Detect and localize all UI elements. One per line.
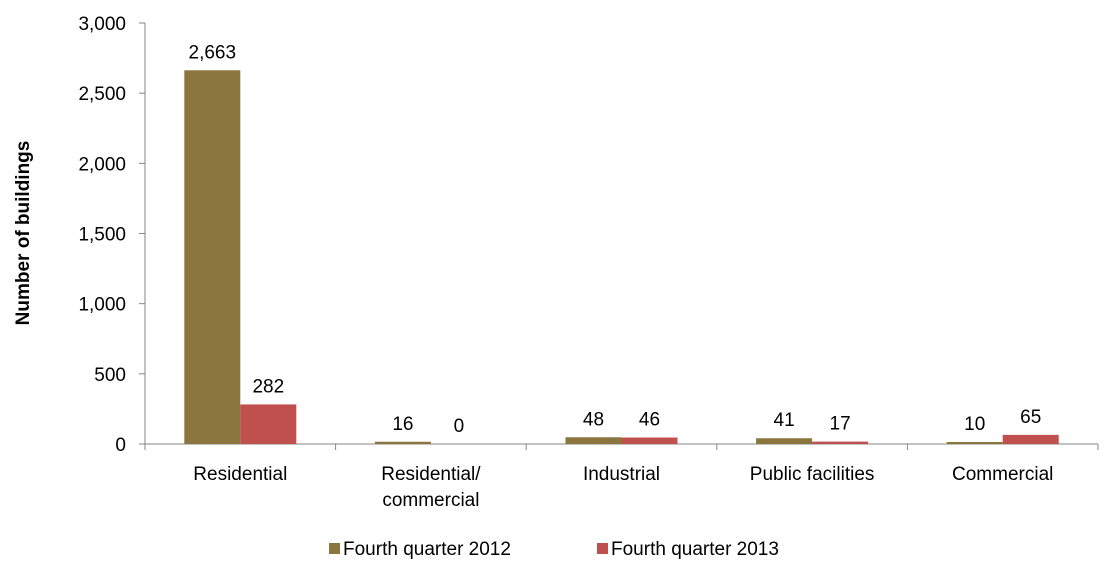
data-label: 65 <box>1020 407 1041 428</box>
bar-2012 <box>374 441 431 444</box>
x-axis-categories: Residential Residential/commercial Industr… <box>193 464 1053 511</box>
bar-2013 <box>240 404 297 444</box>
bar-2012 <box>184 70 241 445</box>
bar-2013 <box>621 437 678 444</box>
y-axis-title: Number of buildings <box>13 141 34 326</box>
category-label: commercial <box>382 490 479 511</box>
legend-swatch-2012 <box>329 543 340 554</box>
data-label: 10 <box>964 414 985 435</box>
legend-swatch-2013 <box>597 543 608 554</box>
data-label: 17 <box>830 414 851 435</box>
y-axis-title-group: Number of buildings <box>13 141 34 326</box>
y-tick-label: 2,000 <box>78 154 126 175</box>
bars <box>184 70 1059 445</box>
y-tick-label: 3,000 <box>78 14 126 35</box>
legend: Fourth quarter 2012 Fourth quarter 2013 <box>329 539 779 560</box>
y-tick-label: 2,500 <box>78 84 126 105</box>
category-label: Residential <box>193 464 287 485</box>
legend-label: Fourth quarter 2012 <box>343 539 511 560</box>
category-label: Residential/ <box>381 464 481 485</box>
y-tick-label: 0 <box>115 435 126 456</box>
data-label: 41 <box>774 410 795 431</box>
category-label: Commercial <box>952 464 1053 485</box>
legend-label: Fourth quarter 2013 <box>611 539 779 560</box>
bar-2012 <box>946 442 1003 444</box>
y-tick-label: 1,000 <box>78 295 126 316</box>
bar-2013 <box>1002 434 1059 444</box>
data-label: 48 <box>583 409 604 430</box>
bar-2012 <box>565 437 622 444</box>
y-tick-label: 1,500 <box>78 225 126 246</box>
data-label: 2,663 <box>189 42 237 63</box>
data-label: 46 <box>639 410 660 431</box>
bar-2012 <box>756 438 813 444</box>
category-label: Public facilities <box>750 464 875 485</box>
data-label: 0 <box>454 416 465 437</box>
y-axis-ticks: 0 500 1,000 1,500 2,000 2,500 3,000 <box>78 14 126 456</box>
data-label: 282 <box>252 376 284 397</box>
bar-2013 <box>812 441 869 444</box>
category-label: Industrial <box>583 464 660 485</box>
y-tick-label: 500 <box>94 365 126 386</box>
data-label: 16 <box>392 414 413 435</box>
data-labels: 2,663 16 48 41 10 282 0 46 17 65 <box>189 42 1042 437</box>
